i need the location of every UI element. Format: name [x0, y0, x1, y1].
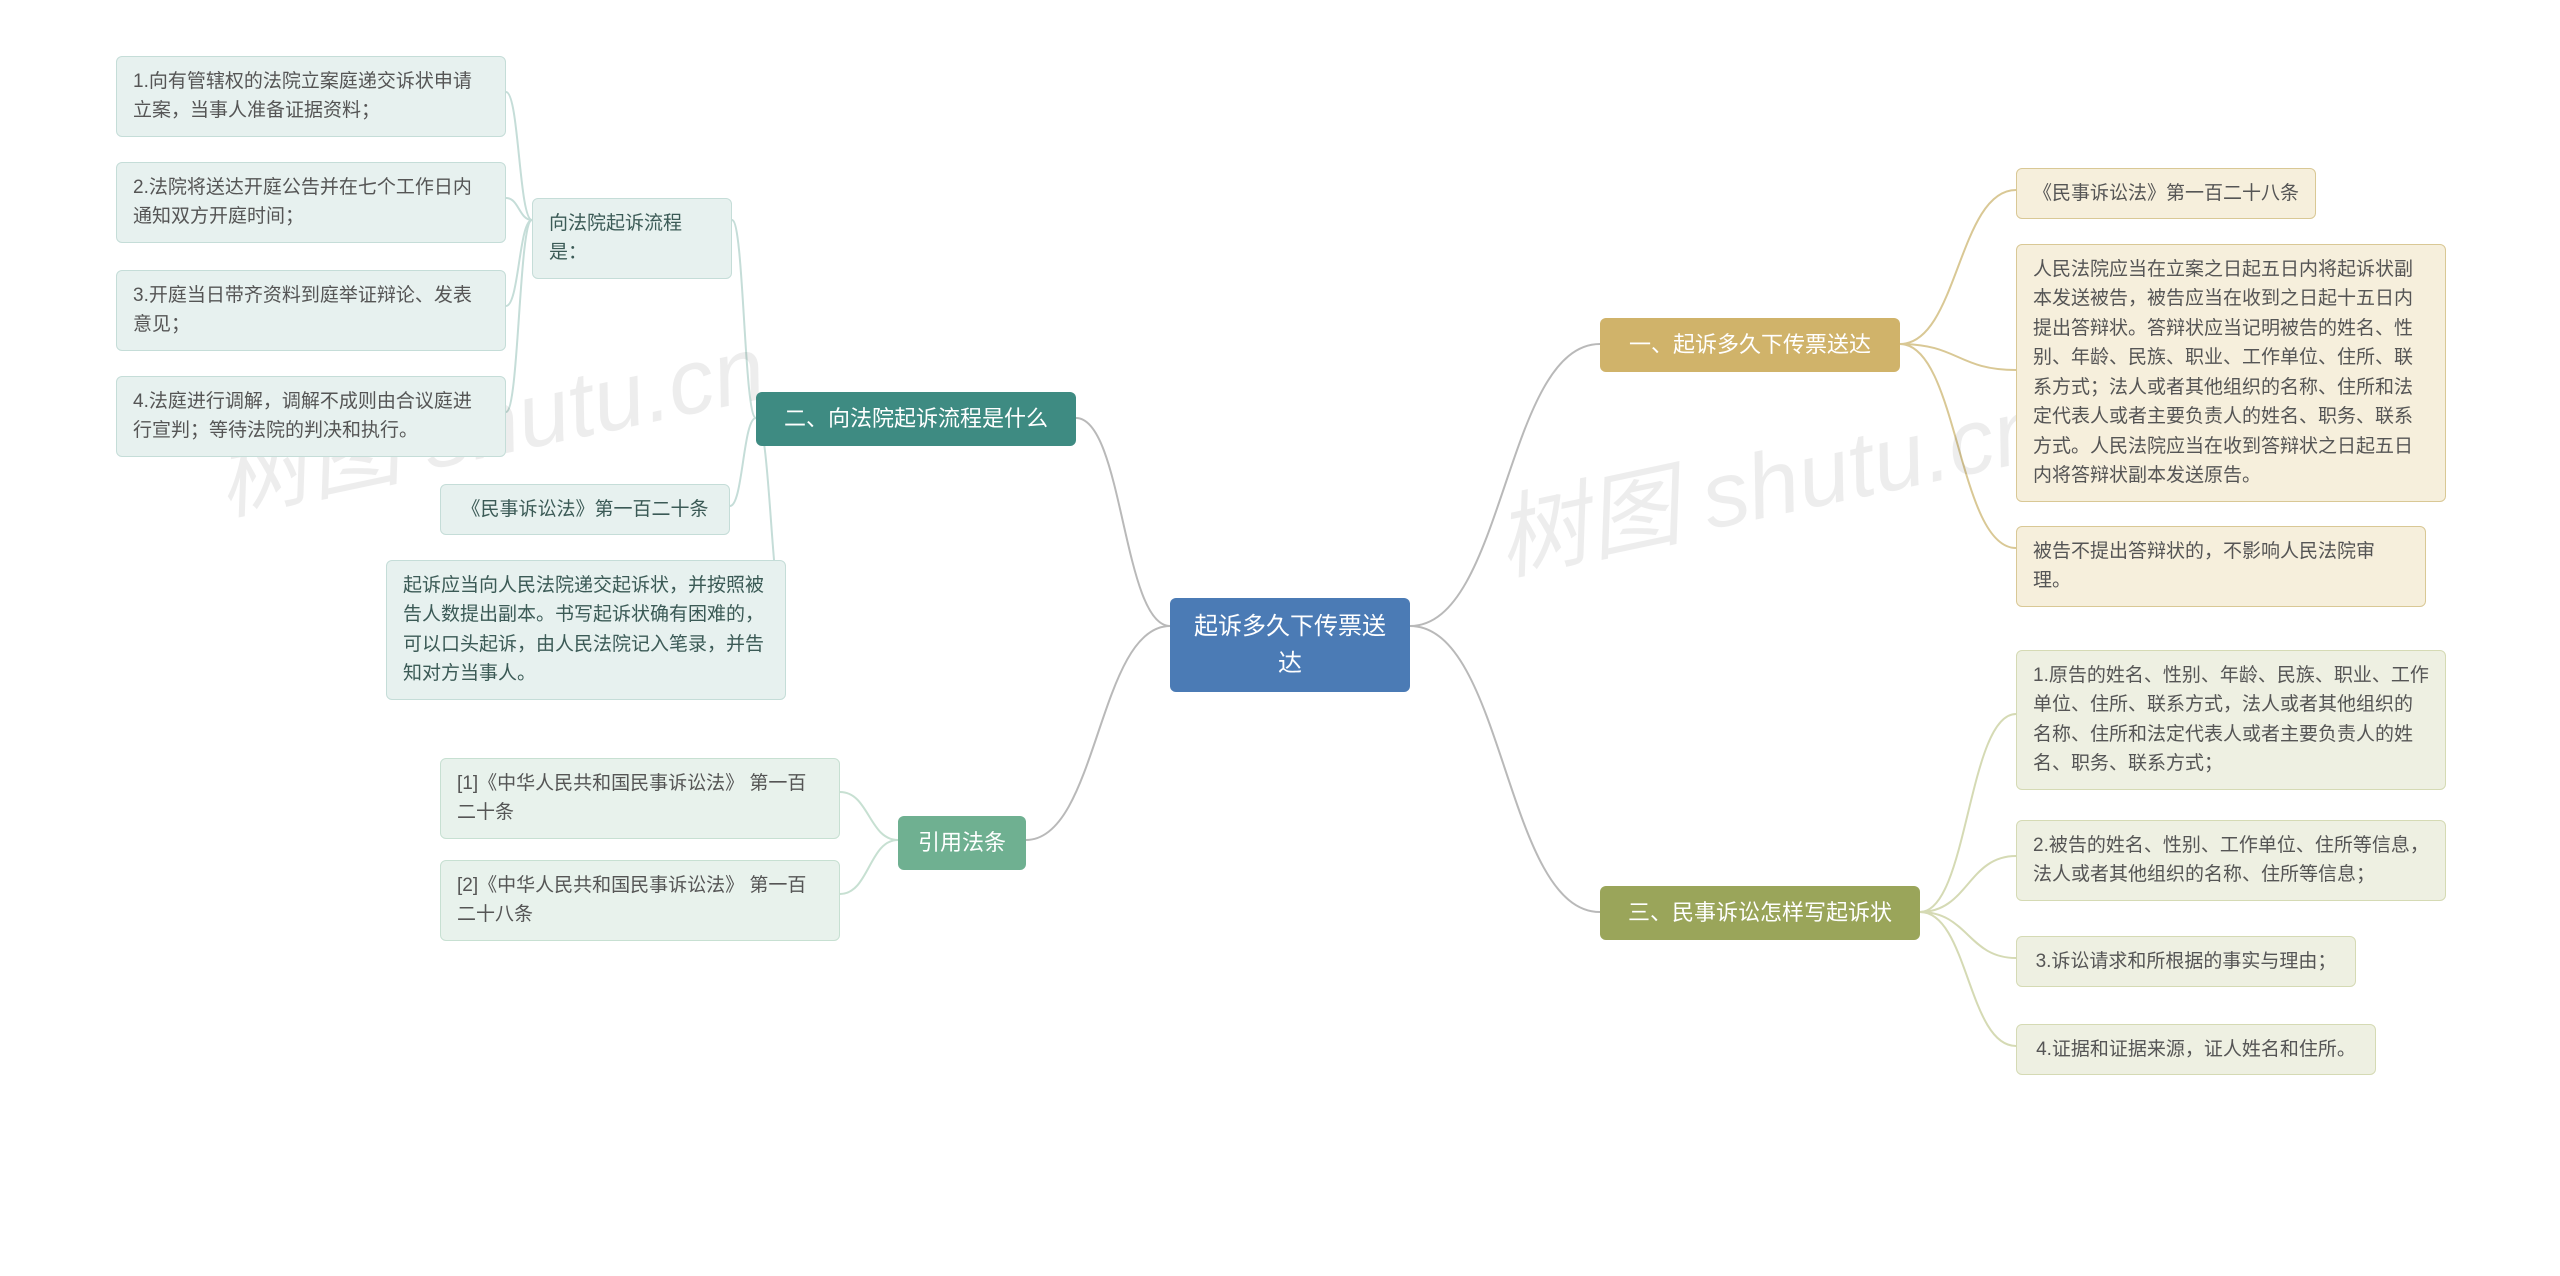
leaf-b3-1: 2.被告的姓名、性别、工作单位、住所等信息，法人或者其他组织的名称、住所等信息； [2016, 820, 2446, 901]
sub-b2-0: 向法院起诉流程是： [532, 198, 732, 279]
leaf-b2-0-1: 2.法院将送达开庭公告并在七个工作日内通知双方开庭时间； [116, 162, 506, 243]
leaf-b3-2: 3.诉讼请求和所根据的事实与理由； [2016, 936, 2356, 987]
center-node: 起诉多久下传票送达 [1170, 598, 1410, 692]
branch-b1: 一、起诉多久下传票送达 [1600, 318, 1900, 372]
sub-b2-2: 起诉应当向人民法院递交起诉状，并按照被告人数提出副本。书写起诉状确有困难的，可以… [386, 560, 786, 700]
leaf-b3-0: 1.原告的姓名、性别、年龄、民族、职业、工作单位、住所、联系方式，法人或者其他组… [2016, 650, 2446, 790]
watermark-1: 树图 shutu.cn [1482, 354, 2055, 600]
leaf-b2-0-3: 4.法庭进行调解，调解不成则由合议庭进行宣判；等待法院的判决和执行。 [116, 376, 506, 457]
sub-b2-1: 《民事诉讼法》第一百二十条 [440, 484, 730, 535]
leaf-b2-0-0: 1.向有管辖权的法院立案庭递交诉状申请立案，当事人准备证据资料； [116, 56, 506, 137]
branch-b4: 引用法条 [898, 816, 1026, 870]
leaf-b3-3: 4.证据和证据来源，证人姓名和住所。 [2016, 1024, 2376, 1075]
branch-b3: 三、民事诉讼怎样写起诉状 [1600, 886, 1920, 940]
leaf-b1-0: 《民事诉讼法》第一百二十八条 [2016, 168, 2316, 219]
branch-b2: 二、向法院起诉流程是什么 [756, 392, 1076, 446]
leaf-b4-1: [2]《中华人民共和国民事诉讼法》 第一百二十八条 [440, 860, 840, 941]
leaf-b4-0: [1]《中华人民共和国民事诉讼法》 第一百二十条 [440, 758, 840, 839]
leaf-b1-2: 被告不提出答辩状的，不影响人民法院审理。 [2016, 526, 2426, 607]
leaf-b1-1: 人民法院应当在立案之日起五日内将起诉状副本发送被告，被告应当在收到之日起十五日内… [2016, 244, 2446, 502]
leaf-b2-0-2: 3.开庭当日带齐资料到庭举证辩论、发表意见； [116, 270, 506, 351]
